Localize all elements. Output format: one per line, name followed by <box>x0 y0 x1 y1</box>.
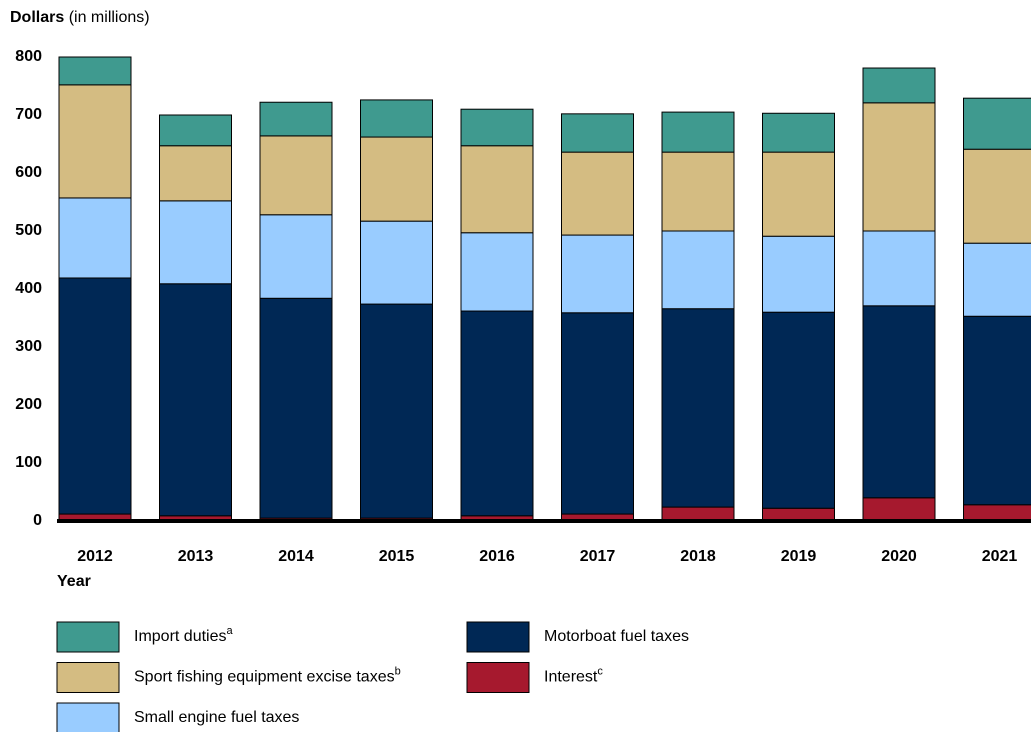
bar-segment <box>762 235 835 313</box>
bar-segment <box>360 136 433 222</box>
x-axis-title: Year <box>57 573 91 590</box>
bar-segment <box>259 297 333 519</box>
x-tick-label: 2014 <box>278 548 314 565</box>
bar-segment <box>561 312 634 515</box>
y-tick-label: 500 <box>15 222 42 239</box>
legend-name: Sport fishing equipment excise taxes <box>134 669 395 686</box>
legend-swatch <box>466 621 530 653</box>
x-tick-label: 2020 <box>881 548 917 565</box>
x-tick-label: 2019 <box>781 548 817 565</box>
bar-segment <box>762 311 835 509</box>
y-tick-label: 400 <box>15 280 42 297</box>
bar-segment <box>862 67 936 104</box>
bar-segment <box>963 148 1031 244</box>
bar-segment <box>58 56 132 86</box>
y-tick-label: 800 <box>15 48 42 65</box>
bar-segment <box>360 220 433 305</box>
bar-segment <box>963 97 1031 150</box>
bar-segment <box>58 197 132 279</box>
bar-segment <box>963 315 1031 506</box>
bar-segment <box>963 504 1031 522</box>
bar-segment <box>661 506 735 522</box>
bar-segment <box>762 112 835 153</box>
bar-segment <box>862 230 936 307</box>
x-tick-label: 2012 <box>77 548 113 565</box>
x-tick-label: 2017 <box>580 548 616 565</box>
y-tick-label: 0 <box>33 512 42 529</box>
bar-segment <box>460 310 534 517</box>
bar-segment <box>159 200 232 285</box>
y-tick-label: 200 <box>15 396 42 413</box>
bar-segment <box>159 114 232 147</box>
bar-segment <box>561 234 634 314</box>
y-tick-label: 300 <box>15 338 42 355</box>
bar-segment <box>963 242 1031 317</box>
bar-segment <box>661 151 735 232</box>
legend-label: Interestc <box>544 665 603 685</box>
bar-segment <box>58 277 132 515</box>
legend-label: Motorboat fuel taxes <box>544 628 689 645</box>
legend-note: a <box>226 625 233 637</box>
bar-segment <box>259 214 333 299</box>
x-tick-label: 2016 <box>479 548 515 565</box>
legend-note: b <box>395 665 401 677</box>
x-tick-label: 2018 <box>680 548 716 565</box>
legend-name: Motorboat fuel taxes <box>544 628 689 645</box>
bar-segment <box>360 303 433 519</box>
y-tick-label: 600 <box>15 164 42 181</box>
bar-segment <box>159 145 232 202</box>
x-tick-label: 2015 <box>379 548 415 565</box>
bar-segment <box>360 99 433 138</box>
legend-swatch <box>56 621 120 653</box>
bar-segment <box>561 151 634 236</box>
bar-segment <box>661 308 735 508</box>
bar-segment <box>762 151 835 237</box>
x-tick-label: 2021 <box>982 548 1018 565</box>
y-axis-title: Dollars (in millions) <box>10 9 150 26</box>
bar-segment <box>460 108 534 147</box>
bar-segment <box>58 84 132 199</box>
bar-segment <box>460 145 534 234</box>
bar-segment <box>661 111 735 153</box>
bar-segment <box>460 232 534 312</box>
bar-segment <box>259 101 333 137</box>
bar-segment <box>159 283 232 517</box>
y-tick-label: 700 <box>15 106 42 123</box>
bar-segment <box>862 497 936 522</box>
legend-swatch <box>466 662 530 693</box>
legend-name: Import duties <box>134 628 226 645</box>
bar-segment <box>561 113 634 153</box>
bar-segment <box>259 135 333 216</box>
bar-segment <box>862 305 936 499</box>
legend-note: c <box>597 665 603 677</box>
legend-swatch <box>56 662 120 693</box>
legend-swatch <box>56 702 120 732</box>
legend-label: Sport fishing equipment excise taxesb <box>134 665 401 685</box>
legend-label: Small engine fuel taxes <box>134 709 299 726</box>
legend-label: Import dutiesa <box>134 625 233 645</box>
x-tick-label: 2013 <box>178 548 214 565</box>
bar-segment <box>862 102 936 232</box>
legend-name: Small engine fuel taxes <box>134 709 299 726</box>
bar-segment <box>661 230 735 310</box>
legend-name: Interest <box>544 669 598 686</box>
y-tick-label: 100 <box>15 454 42 471</box>
